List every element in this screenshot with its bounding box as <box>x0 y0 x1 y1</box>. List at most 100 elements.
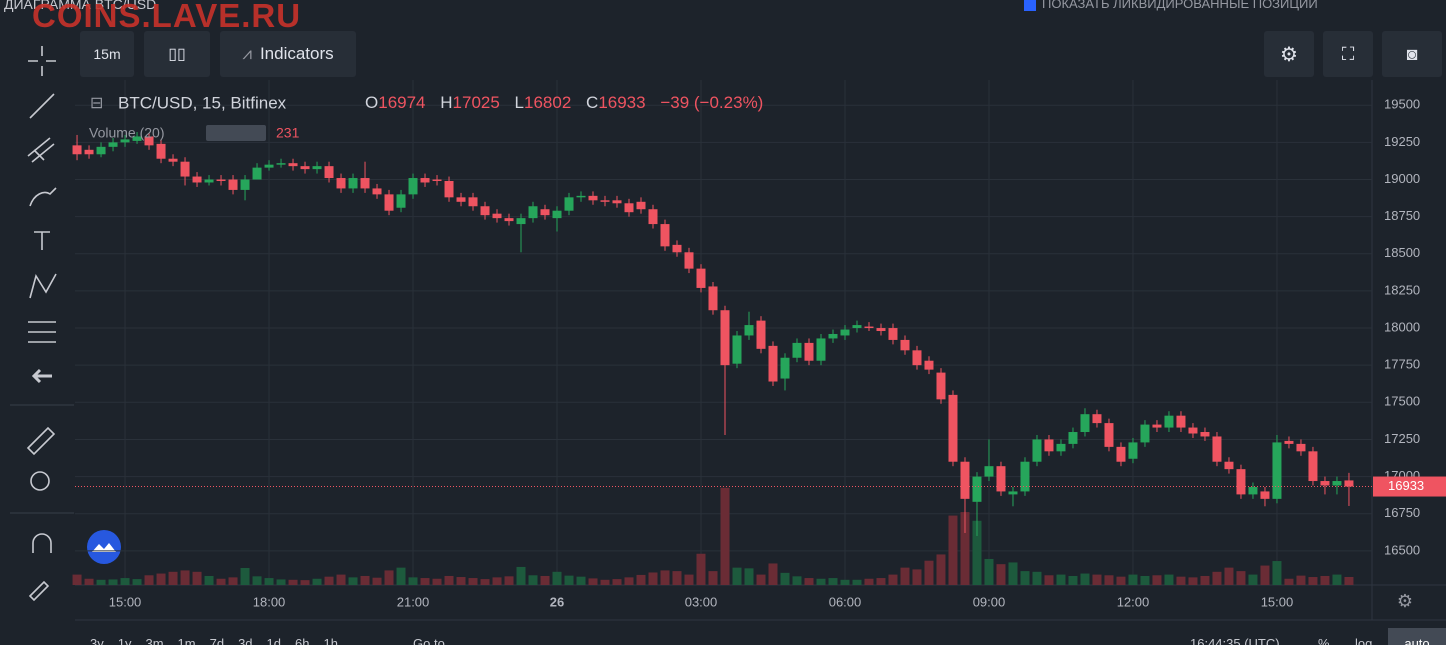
close-value: 16933 <box>598 93 645 112</box>
y-tick-label: 16750 <box>1384 505 1420 520</box>
indicators-button[interactable]: ⩘ Indicators <box>220 31 356 77</box>
volume-bar <box>144 575 154 585</box>
volume-bar <box>816 578 826 585</box>
candle-body <box>780 357 790 379</box>
volume-bar <box>312 578 322 585</box>
volume-bar <box>1296 575 1306 585</box>
volume-bar <box>624 577 634 585</box>
candle-body <box>852 325 862 329</box>
volume-controls[interactable] <box>206 125 266 141</box>
pattern-tool[interactable] <box>29 273 57 299</box>
volume-bar <box>708 571 718 585</box>
candle-body <box>996 466 1006 492</box>
chart-type-button[interactable]: ▯▯ <box>144 31 210 77</box>
candle-body <box>1104 423 1114 447</box>
logo-icon <box>92 543 116 552</box>
candle-body <box>180 161 190 177</box>
candle-body <box>960 461 970 499</box>
x-tick-label: 26 <box>550 594 564 609</box>
watermark: COINS.LAVE.RU <box>32 0 302 34</box>
fullscreen-button[interactable]: ⛶ <box>1323 31 1373 77</box>
candle-body <box>1164 415 1174 428</box>
liquidation-toggle[interactable]: ПОКАЗАТЬ ЛИКВИДИРОВАННЫЕ ПОЗИЦИИ <box>1024 0 1318 11</box>
y-tick-label: 17500 <box>1384 394 1420 409</box>
volume-bar <box>96 579 106 585</box>
zoom-tool[interactable] <box>30 471 50 491</box>
goto[interactable]: Go to... <box>413 636 456 645</box>
candle-body <box>1176 415 1186 428</box>
snapshot-button[interactable]: ◙ <box>1382 31 1442 77</box>
range-button[interactable]: 1y <box>117 636 132 645</box>
settings-button[interactable]: ⚙ <box>1264 31 1314 77</box>
volume-bar <box>1236 571 1246 585</box>
text-tool[interactable] <box>34 231 50 250</box>
x-tick-label: 21:00 <box>397 594 430 609</box>
volume-bar <box>288 579 298 585</box>
interval-button[interactable]: 15m <box>80 31 134 77</box>
back-button[interactable] <box>31 368 52 384</box>
candle-body <box>492 213 502 219</box>
volume-bar <box>444 575 454 585</box>
range-button[interactable]: 3m <box>145 636 164 645</box>
candle-body <box>1212 436 1222 462</box>
candle-body <box>708 286 718 311</box>
candle-body <box>1056 443 1066 452</box>
volume-bar <box>636 574 646 585</box>
lock-tool[interactable] <box>28 580 50 602</box>
range-button[interactable]: 3d <box>238 636 253 645</box>
volume-bar <box>516 566 526 585</box>
indicators-label: Indicators <box>259 44 334 63</box>
candle-body <box>1020 461 1030 492</box>
volume-bar <box>852 579 862 585</box>
range-button[interactable]: 1h <box>323 636 338 645</box>
volume-bar <box>132 579 142 585</box>
line-tool[interactable] <box>29 93 55 119</box>
range-button[interactable]: 3y <box>90 636 104 645</box>
range-button[interactable]: 1m <box>177 636 196 645</box>
separator <box>10 404 74 514</box>
candle-body <box>168 158 178 162</box>
liquidation-label: ПОКАЗАТЬ ЛИКВИДИРОВАННЫЕ ПОЗИЦИИ <box>1042 0 1318 11</box>
volume-bar <box>1284 578 1294 585</box>
volume-bar <box>300 580 310 585</box>
candle-body <box>672 244 682 253</box>
candle-body <box>936 372 946 400</box>
auto-toggle[interactable]: auto <box>1388 628 1446 645</box>
volume-bar <box>456 577 466 585</box>
candle-body <box>696 268 706 288</box>
candle-body <box>888 328 898 340</box>
range-button[interactable]: 1d <box>266 636 281 645</box>
prediction-tool[interactable] <box>28 321 56 343</box>
checkbox[interactable] <box>1024 0 1036 11</box>
candle-body <box>972 476 982 502</box>
volume-bar <box>1320 575 1330 585</box>
candle-body <box>516 218 526 225</box>
volume-bar <box>348 577 358 585</box>
candle-body <box>612 200 622 204</box>
volume-bar <box>156 573 166 585</box>
drawing-tools <box>10 46 74 602</box>
x-tick-label: 15:00 <box>1261 594 1294 609</box>
logo[interactable] <box>87 530 121 564</box>
volume-bar <box>228 577 238 585</box>
candle-body <box>624 203 634 213</box>
range-button[interactable]: 7d <box>209 636 225 645</box>
fib-tool[interactable] <box>27 137 55 163</box>
candle-body <box>504 218 514 222</box>
brush-tool[interactable] <box>29 187 57 207</box>
percent-toggle[interactable]: % <box>1318 636 1330 645</box>
candle-body <box>84 149 94 155</box>
volume-bar <box>972 520 982 585</box>
volume-bar <box>1056 574 1066 585</box>
ruler-tool[interactable] <box>26 426 56 456</box>
log-toggle[interactable]: log <box>1355 636 1373 645</box>
volume-bar <box>1068 575 1078 585</box>
symbol[interactable]: BTC/USD, 15, Bitfinex <box>118 93 287 112</box>
magnet-tool[interactable] <box>32 533 52 553</box>
collapse-icon[interactable]: ⊟ <box>90 95 103 112</box>
range-button[interactable]: 6h <box>295 636 310 645</box>
axis-settings[interactable]: ⚙ <box>1397 591 1413 611</box>
crosshair-tool[interactable] <box>28 46 56 76</box>
